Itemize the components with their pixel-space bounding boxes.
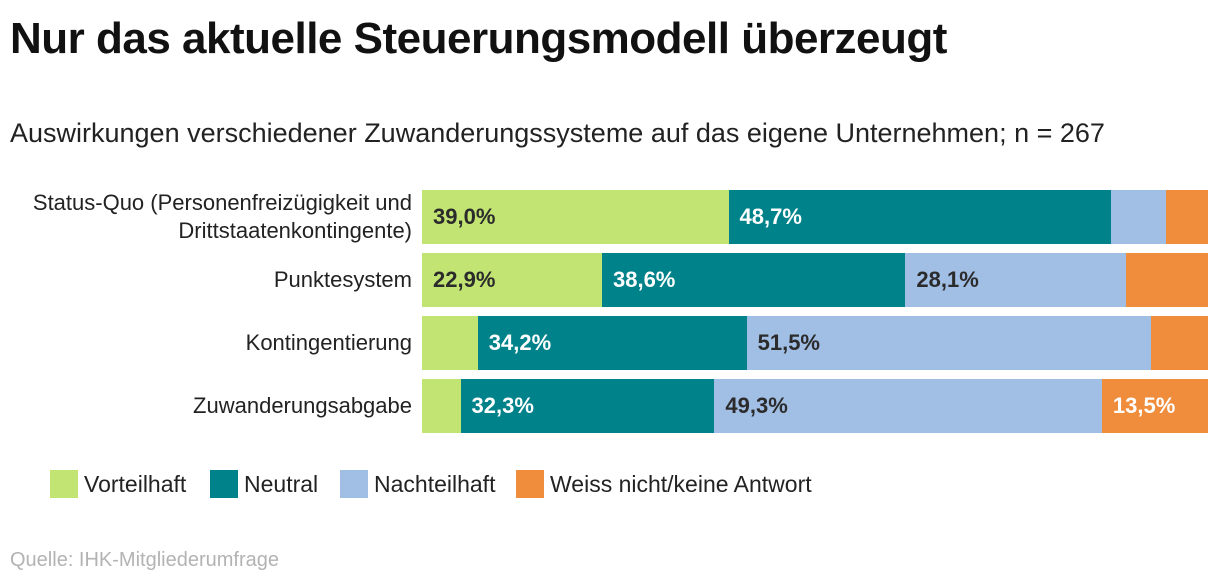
bar-segment <box>728 190 1112 244</box>
legend-label: Vorteilhaft <box>84 471 187 497</box>
category-label: Kontingentierung <box>246 329 412 357</box>
data-label: 22,9% <box>433 267 496 292</box>
category-label-line: Kontingentierung <box>245 330 412 355</box>
data-label: 48,7% <box>739 204 802 229</box>
category-label-line: Drittstaatenkontingente) <box>178 218 412 243</box>
legend-swatch <box>50 470 78 498</box>
category-label: Zuwanderungsabgabe <box>193 392 412 420</box>
data-label: 51,5% <box>757 330 820 355</box>
bar-segment <box>422 253 603 307</box>
bar-segment <box>1165 190 1209 244</box>
data-label: 38,6% <box>612 267 676 292</box>
data-label: 13,5% <box>1112 393 1176 418</box>
legend-swatch <box>340 470 368 498</box>
source-note: Quelle: IHK-Mitgliederumfrage <box>10 549 279 571</box>
bar-segment <box>1111 190 1167 244</box>
bar-segment <box>422 379 461 433</box>
legend-swatch <box>516 470 544 498</box>
bar-segment <box>1101 379 1209 433</box>
bar-segment <box>422 316 479 370</box>
bar-segment <box>477 316 748 370</box>
data-label: 34,2% <box>488 330 552 355</box>
category-label-line: Zuwanderungsabgabe <box>193 393 412 418</box>
bar-segment <box>460 379 715 433</box>
bar-segment <box>1126 253 1209 307</box>
bar-segment <box>714 379 1103 433</box>
data-label: 32,3% <box>471 393 534 418</box>
bar-segment <box>601 253 906 307</box>
bar-segment <box>905 253 1127 307</box>
data-label: 28,1% <box>916 267 979 292</box>
category-label: Punktesystem <box>274 266 412 294</box>
data-label: 39,0% <box>433 204 496 229</box>
legend-label: Weiss nicht/keine Antwort <box>550 471 812 497</box>
bar-segment <box>1151 316 1209 370</box>
category-label-line: Status-Quo (Personenfreizügigkeit und <box>32 190 412 215</box>
category-label-line: Punktesystem <box>273 267 412 292</box>
legend-label: Nachteilhaft <box>374 471 496 497</box>
chart-title: Nur das aktuelle Steuerungsmodell überze… <box>10 14 947 63</box>
bar-segment <box>422 190 730 244</box>
legend-label: Neutral <box>244 471 319 497</box>
bar-segment <box>746 316 1152 370</box>
category-label: Status-Quo (Personenfreizügigkeit und Dri… <box>33 189 412 245</box>
data-label: 49,3% <box>725 393 788 418</box>
legend-swatch <box>210 470 238 498</box>
chart-subtitle: Auswirkungen verschiedener Zuwanderungss… <box>10 118 1105 148</box>
